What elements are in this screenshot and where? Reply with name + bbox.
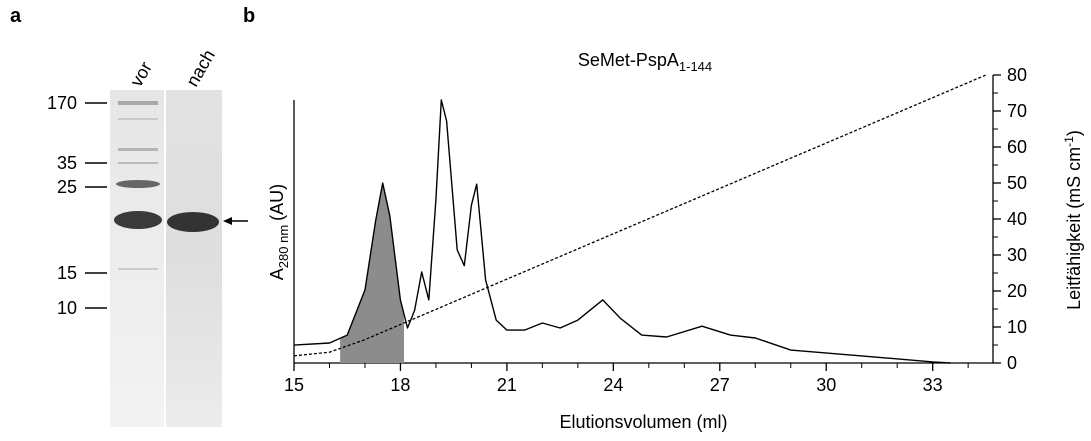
- y2-tick-label: 70: [1007, 101, 1027, 121]
- shaded-fraction: [340, 183, 404, 363]
- y2-tick-label: 60: [1007, 137, 1027, 157]
- x-tick-label: 21: [497, 375, 517, 395]
- marker-label: 15: [57, 263, 77, 283]
- y2-label-main: Leitfähigkeit (mS cm: [1064, 147, 1084, 310]
- marker-label: 35: [57, 153, 77, 173]
- panel-label: b: [243, 5, 255, 27]
- band: [118, 268, 158, 270]
- y2-tick-label: 40: [1007, 209, 1027, 229]
- band: [116, 180, 160, 188]
- y2-label-sup: -1: [1062, 136, 1076, 147]
- band: [118, 162, 158, 164]
- y2-tick-label: 10: [1007, 317, 1027, 337]
- y2-tick-label: 0: [1007, 353, 1017, 373]
- x-tick-label: 18: [390, 375, 410, 395]
- marker-label: 10: [57, 298, 77, 318]
- y2-label-end: ): [1064, 130, 1084, 136]
- y-axis-label: A280 nm (AU): [267, 184, 291, 280]
- marker-label: 170: [47, 93, 77, 113]
- x-tick-label: 27: [710, 375, 730, 395]
- y2-tick-label: 20: [1007, 281, 1027, 301]
- y2-tick-label: 80: [1007, 65, 1027, 85]
- x-tick-label: 24: [603, 375, 623, 395]
- title-subscript: 1-144: [679, 59, 712, 74]
- marker-label: 25: [57, 177, 77, 197]
- x-tick-label: 15: [284, 375, 304, 395]
- arrow-head: [223, 217, 232, 225]
- gel: [110, 90, 248, 427]
- gel-lane: [110, 90, 164, 427]
- panel-label: a: [10, 5, 22, 27]
- band: [118, 118, 158, 120]
- title-text: SeMet-PspA: [578, 50, 679, 70]
- y2-tick-label: 50: [1007, 173, 1027, 193]
- x-tick-label: 30: [816, 375, 836, 395]
- lane-label: vor: [126, 58, 156, 90]
- y2-tick-label: 30: [1007, 245, 1027, 265]
- band: [167, 212, 219, 232]
- gel-lane: [166, 90, 222, 427]
- band: [118, 101, 158, 105]
- conductivity-line: [293, 74, 987, 357]
- y-label-unit: (AU): [267, 184, 287, 221]
- lane-label: nach: [182, 46, 219, 90]
- y2-axis-label: Leitfähigkeit (mS cm-1): [1062, 130, 1084, 310]
- y-label-main: A: [267, 268, 287, 280]
- absorbance-line: [293, 99, 951, 364]
- x-axis-label: Elutionsvolumen (ml): [559, 412, 727, 432]
- chart-title: SeMet-PspA1-144: [578, 50, 712, 74]
- x-tick-label: 33: [923, 375, 943, 395]
- band: [114, 211, 162, 229]
- y-label-sub: 280 nm: [276, 225, 291, 268]
- band: [118, 148, 158, 151]
